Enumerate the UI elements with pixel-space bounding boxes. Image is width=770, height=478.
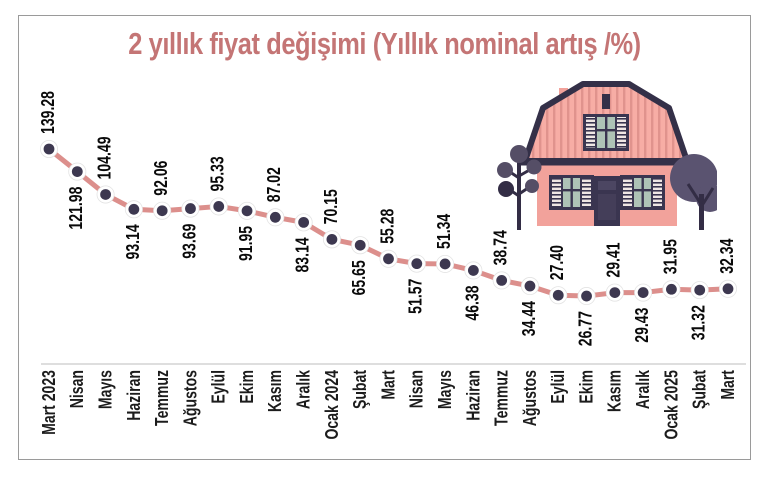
- month-label: Ekim: [237, 370, 257, 404]
- month-label: Temmuz: [492, 370, 512, 426]
- month-label: Eylül: [209, 370, 229, 404]
- value-label: 27.40: [547, 245, 567, 280]
- value-label: 70.15: [321, 189, 341, 224]
- value-label: 55.28: [378, 209, 398, 244]
- right-tree-icon: [670, 154, 717, 230]
- data-point: [326, 233, 338, 245]
- value-label: 46.38: [463, 285, 483, 320]
- data-point: [524, 280, 536, 292]
- value-label: 93.14: [123, 224, 143, 260]
- attic-window-icon: [583, 114, 629, 151]
- month-label: Ocak 2025: [662, 370, 682, 440]
- value-label: 29.43: [632, 308, 652, 343]
- month-label: Mayıs: [96, 370, 116, 409]
- data-point: [43, 143, 55, 155]
- data-point: [694, 284, 706, 296]
- data-point: [439, 258, 451, 270]
- value-label: 38.74: [491, 229, 511, 265]
- data-point: [354, 239, 366, 251]
- right-window-icon: [620, 175, 665, 210]
- attic-vent-icon: [602, 94, 610, 109]
- month-label: Mart: [379, 370, 399, 400]
- month-label: Mayıs: [435, 370, 455, 409]
- data-point: [156, 205, 168, 217]
- month-label: Şubat: [350, 370, 370, 409]
- value-label: 31.32: [689, 305, 709, 340]
- value-label: 104.49: [95, 136, 115, 179]
- data-point: [185, 203, 196, 214]
- price-change-line-chart: 139.28 121.98 104.49 93.14 92.06 93.69 95.33 91…: [38, 91, 746, 440]
- data-point: [722, 283, 734, 295]
- month-label: Şubat: [690, 370, 710, 409]
- data-point: [298, 216, 310, 228]
- month-label: Kasım: [265, 370, 285, 412]
- value-label: 31.95: [661, 239, 681, 274]
- month-label: Ekim: [577, 370, 597, 404]
- data-point: [383, 253, 394, 265]
- month-label: Eylül: [548, 370, 568, 404]
- month-label: Temmuz: [152, 370, 172, 426]
- month-label: Aralık: [633, 369, 653, 409]
- door-icon: [594, 176, 620, 226]
- data-point: [100, 189, 111, 200]
- data-point: [496, 275, 508, 286]
- value-label: 83.14: [293, 237, 313, 273]
- value-label: 95.33: [208, 156, 228, 191]
- month-label: Haziran: [124, 370, 144, 421]
- value-label: 121.98: [66, 187, 86, 230]
- data-point: [71, 166, 83, 178]
- data-point: [666, 283, 677, 295]
- chart-panel: 2 yıllık fiyat değişimi (Yıllık nominal …: [18, 15, 751, 460]
- value-label: 87.02: [264, 167, 284, 202]
- month-label: Kasım: [605, 370, 625, 412]
- value-label: 65.65: [349, 260, 369, 295]
- data-point: [609, 287, 621, 299]
- month-label: Aralık: [294, 369, 314, 409]
- month-label: Haziran: [464, 370, 484, 421]
- value-label: 139.28: [38, 91, 58, 134]
- left-window-icon: [549, 175, 594, 210]
- data-point: [241, 205, 253, 217]
- house-with-trees-illustration: [497, 81, 717, 230]
- data-point: [637, 287, 649, 298]
- data-point: [411, 258, 423, 270]
- value-label: 51.57: [406, 279, 426, 314]
- data-point: [128, 203, 140, 215]
- data-point: [581, 290, 592, 302]
- month-label: Mart: [718, 370, 738, 400]
- data-point: [269, 211, 281, 223]
- month-label: Mart 2023: [39, 370, 59, 435]
- value-label: 92.06: [151, 161, 171, 196]
- data-point: [213, 201, 225, 212]
- month-label: Ocak 2024: [322, 369, 342, 439]
- data-point: [552, 289, 564, 301]
- value-label: 29.41: [604, 242, 624, 277]
- value-label: 26.77: [576, 311, 596, 346]
- month-label: Nisan: [67, 370, 87, 408]
- month-label: Ağustos: [520, 370, 540, 426]
- month-label: Nisan: [407, 370, 427, 408]
- value-label: 51.34: [434, 213, 454, 249]
- value-label: 32.34: [717, 238, 737, 274]
- chart-title: 2 yıllık fiyat değişimi (Yıllık nominal …: [128, 26, 641, 61]
- value-label: 93.69: [180, 224, 200, 259]
- month-label: Ağustos: [181, 370, 201, 426]
- value-label: 34.44: [519, 300, 539, 336]
- value-label: 91.95: [236, 226, 256, 261]
- data-point: [467, 265, 479, 276]
- left-tree-icon: [497, 145, 542, 230]
